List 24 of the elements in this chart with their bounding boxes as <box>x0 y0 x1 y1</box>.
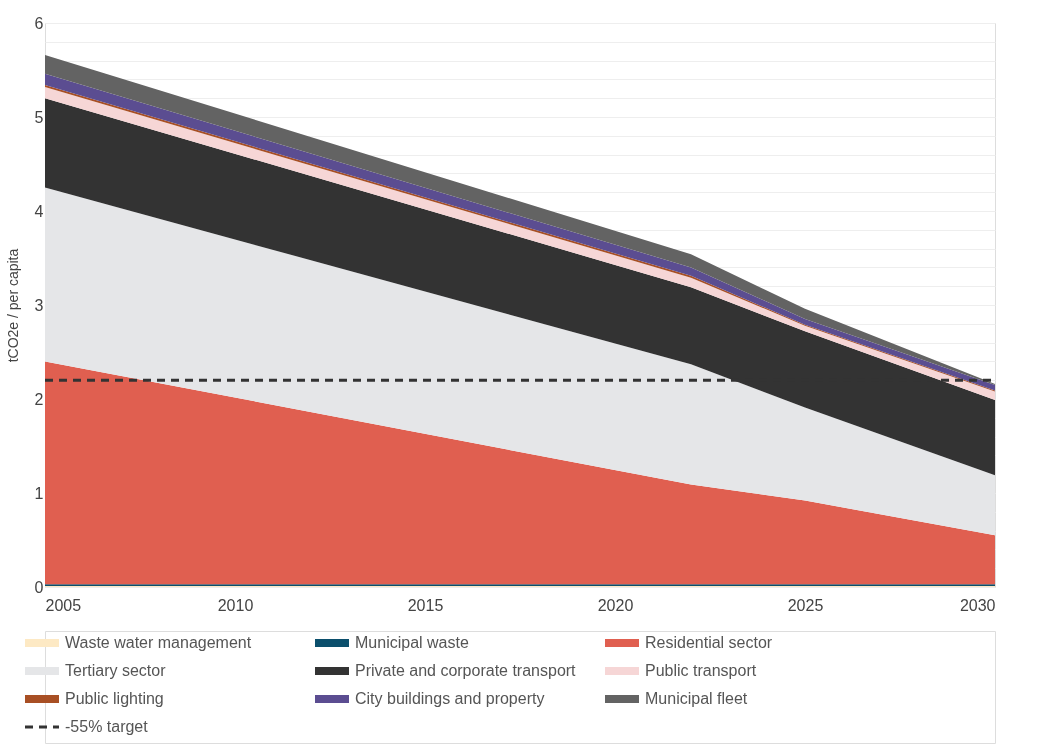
y-tick-label: 6 <box>34 14 44 32</box>
y-tick-label: 3 <box>34 296 44 314</box>
y-tick-label: 0 <box>34 578 44 596</box>
x-tick-label: 2015 <box>407 596 444 614</box>
legend-label: Waste water management <box>65 634 252 651</box>
x-tick-label: 2020 <box>597 596 634 614</box>
x-tick-label: 2010 <box>217 596 254 614</box>
legend-label: Municipal waste <box>355 634 469 651</box>
legend-label: Tertiary sector <box>65 662 167 679</box>
legend-label: Public transport <box>645 662 757 679</box>
y-tick-label: 4 <box>34 202 44 220</box>
legend-label: City buildings and property <box>355 690 545 707</box>
x-tick-label: 2025 <box>787 596 824 614</box>
y-tick-label: 2 <box>34 390 44 408</box>
y-axis-title: tCO2e / per capita <box>4 248 21 363</box>
legend-label: Private and corporate transport <box>355 662 577 679</box>
y-tick-label: 5 <box>34 108 44 126</box>
x-tick-label: 2030 <box>959 596 996 614</box>
legend-label: Public lighting <box>65 690 164 707</box>
y-tick-label: 1 <box>34 484 44 502</box>
legend-label: Residential sector <box>645 634 773 651</box>
legend-label: Municipal fleet <box>645 690 748 707</box>
x-tick-label: 2005 <box>45 596 82 614</box>
legend-label: -55% target <box>65 718 149 735</box>
